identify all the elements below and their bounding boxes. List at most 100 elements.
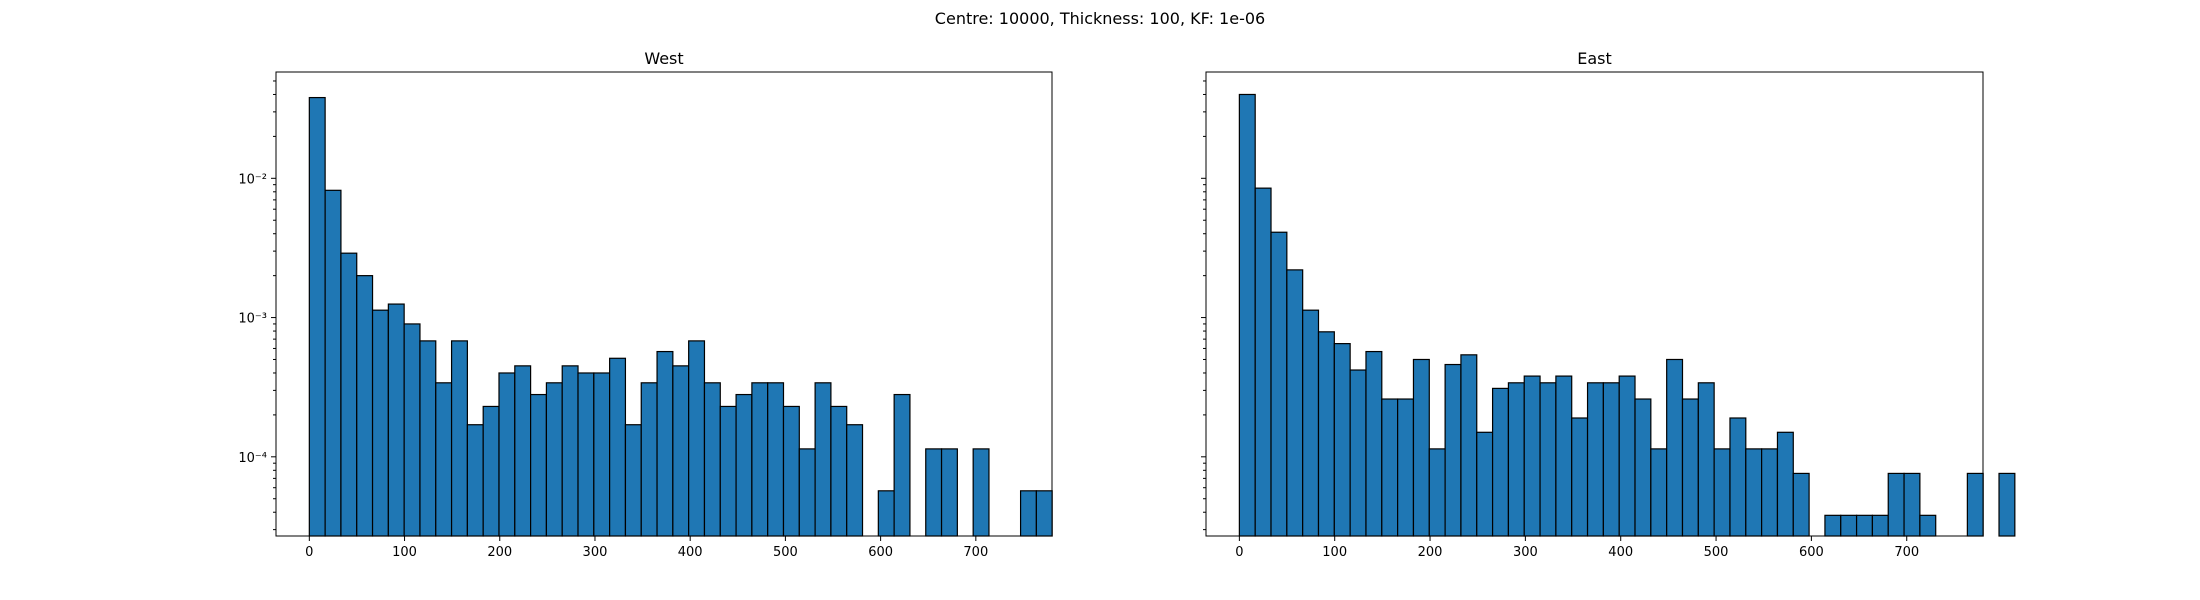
east-bar [1523,375,1541,537]
west-bar [719,405,737,537]
east-bar [1507,382,1525,537]
west-y-tick-label: 10⁻⁴ [238,451,267,466]
east-bar [1871,514,1889,537]
west-title: West [644,49,683,68]
west-panel: West 0 100 200 300 400 500 600 700 10⁻⁴ 10⁻³ 10⁻² [238,49,1053,560]
west-bar [466,424,484,537]
east-bar [1792,472,1810,537]
west-bar [545,382,563,537]
east-bar [1681,398,1699,537]
east-x-tick-label: 600 [1799,545,1824,560]
east-bar [1349,369,1367,537]
east-x-tick-label: 400 [1608,545,1633,560]
east-bar [1365,350,1383,537]
east-bar [1729,417,1747,537]
west-bar [846,424,864,537]
west-axes-frame [275,71,1053,537]
east-bar [1333,343,1351,537]
west-bar [593,372,611,537]
west-bar [782,405,800,537]
west-bar [561,365,579,537]
east-bar [1666,358,1684,537]
east-bar [1887,472,1905,537]
east-x-tick-label: 200 [1418,545,1443,560]
west-x-tick-label: 600 [868,545,893,560]
east-bar [1254,187,1272,537]
east-bar [1397,398,1415,537]
west-bar [450,340,468,537]
east-bar [1476,431,1494,537]
west-x-tick-label: 0 [305,545,313,560]
west-bar [656,350,674,537]
east-x-tick-label: 100 [1322,545,1347,560]
west-bar [387,303,405,537]
east-bar [1903,472,1921,537]
east-bar [1317,331,1335,537]
east-bar [1840,514,1858,537]
east-bar [1824,514,1842,537]
west-bar [1035,490,1053,537]
west-bar [498,372,516,537]
west-x-tick-label: 300 [583,545,608,560]
west-y-tick-label: 10⁻² [238,172,267,187]
east-bar [1444,363,1462,537]
west-bar [925,448,943,537]
east-title: East [1577,49,1612,68]
west-bar [577,372,595,537]
west-bar [735,393,753,537]
east-bar [1555,375,1573,537]
east-bar [1745,448,1763,537]
west-bar [940,448,958,537]
west-bar [530,393,548,537]
west-x-tick-label: 400 [678,545,703,560]
east-panel: East 0 100 200 300 400 500 600 700 [1201,49,2016,560]
west-bar [814,382,832,537]
west-bar [514,365,532,537]
west-x-tick-label: 700 [963,545,988,560]
east-bar [1571,417,1589,537]
east-x-tick-label: 300 [1513,545,1538,560]
east-bar [1428,448,1446,537]
west-bar [972,448,990,537]
east-bar [1761,448,1779,537]
west-bar [830,405,848,537]
east-bar [1919,514,1937,537]
west-bar [1019,490,1037,537]
east-axes-frame [1205,71,1984,537]
east-bar [1412,358,1430,537]
west-bar [403,323,421,537]
east-bar [1539,382,1557,537]
west-bar [751,382,769,537]
east-bar [1855,514,1874,537]
east-bar [1270,231,1288,537]
west-bar [340,252,358,537]
west-bar [419,340,437,537]
east-bar [1966,472,1984,537]
east-x-tick-label: 0 [1235,545,1243,560]
east-bar [1491,387,1510,537]
east-bar [1697,382,1715,537]
west-bar [356,275,374,537]
east-bar [1302,309,1320,537]
east-bar [1998,472,2016,537]
figure-suptitle: Centre: 10000, Thickness: 100, KF: 1e-06 [935,9,1265,28]
west-x-tick-label: 100 [392,545,417,560]
west-bar [624,424,642,537]
east-bar [1650,448,1668,537]
west-x-tick-label: 500 [773,545,798,560]
east-bar [1776,431,1794,537]
west-bar [482,405,500,537]
west-bar [308,96,326,537]
west-bar [435,382,453,537]
east-bar [1238,93,1256,537]
east-bar [1618,375,1636,537]
west-bar [640,382,658,537]
west-bar [767,382,785,537]
west-bar [798,448,816,537]
west-bar [703,382,721,537]
west-bar [688,340,706,537]
west-bar [877,490,895,537]
east-bar [1460,354,1478,537]
east-bar [1634,398,1652,537]
